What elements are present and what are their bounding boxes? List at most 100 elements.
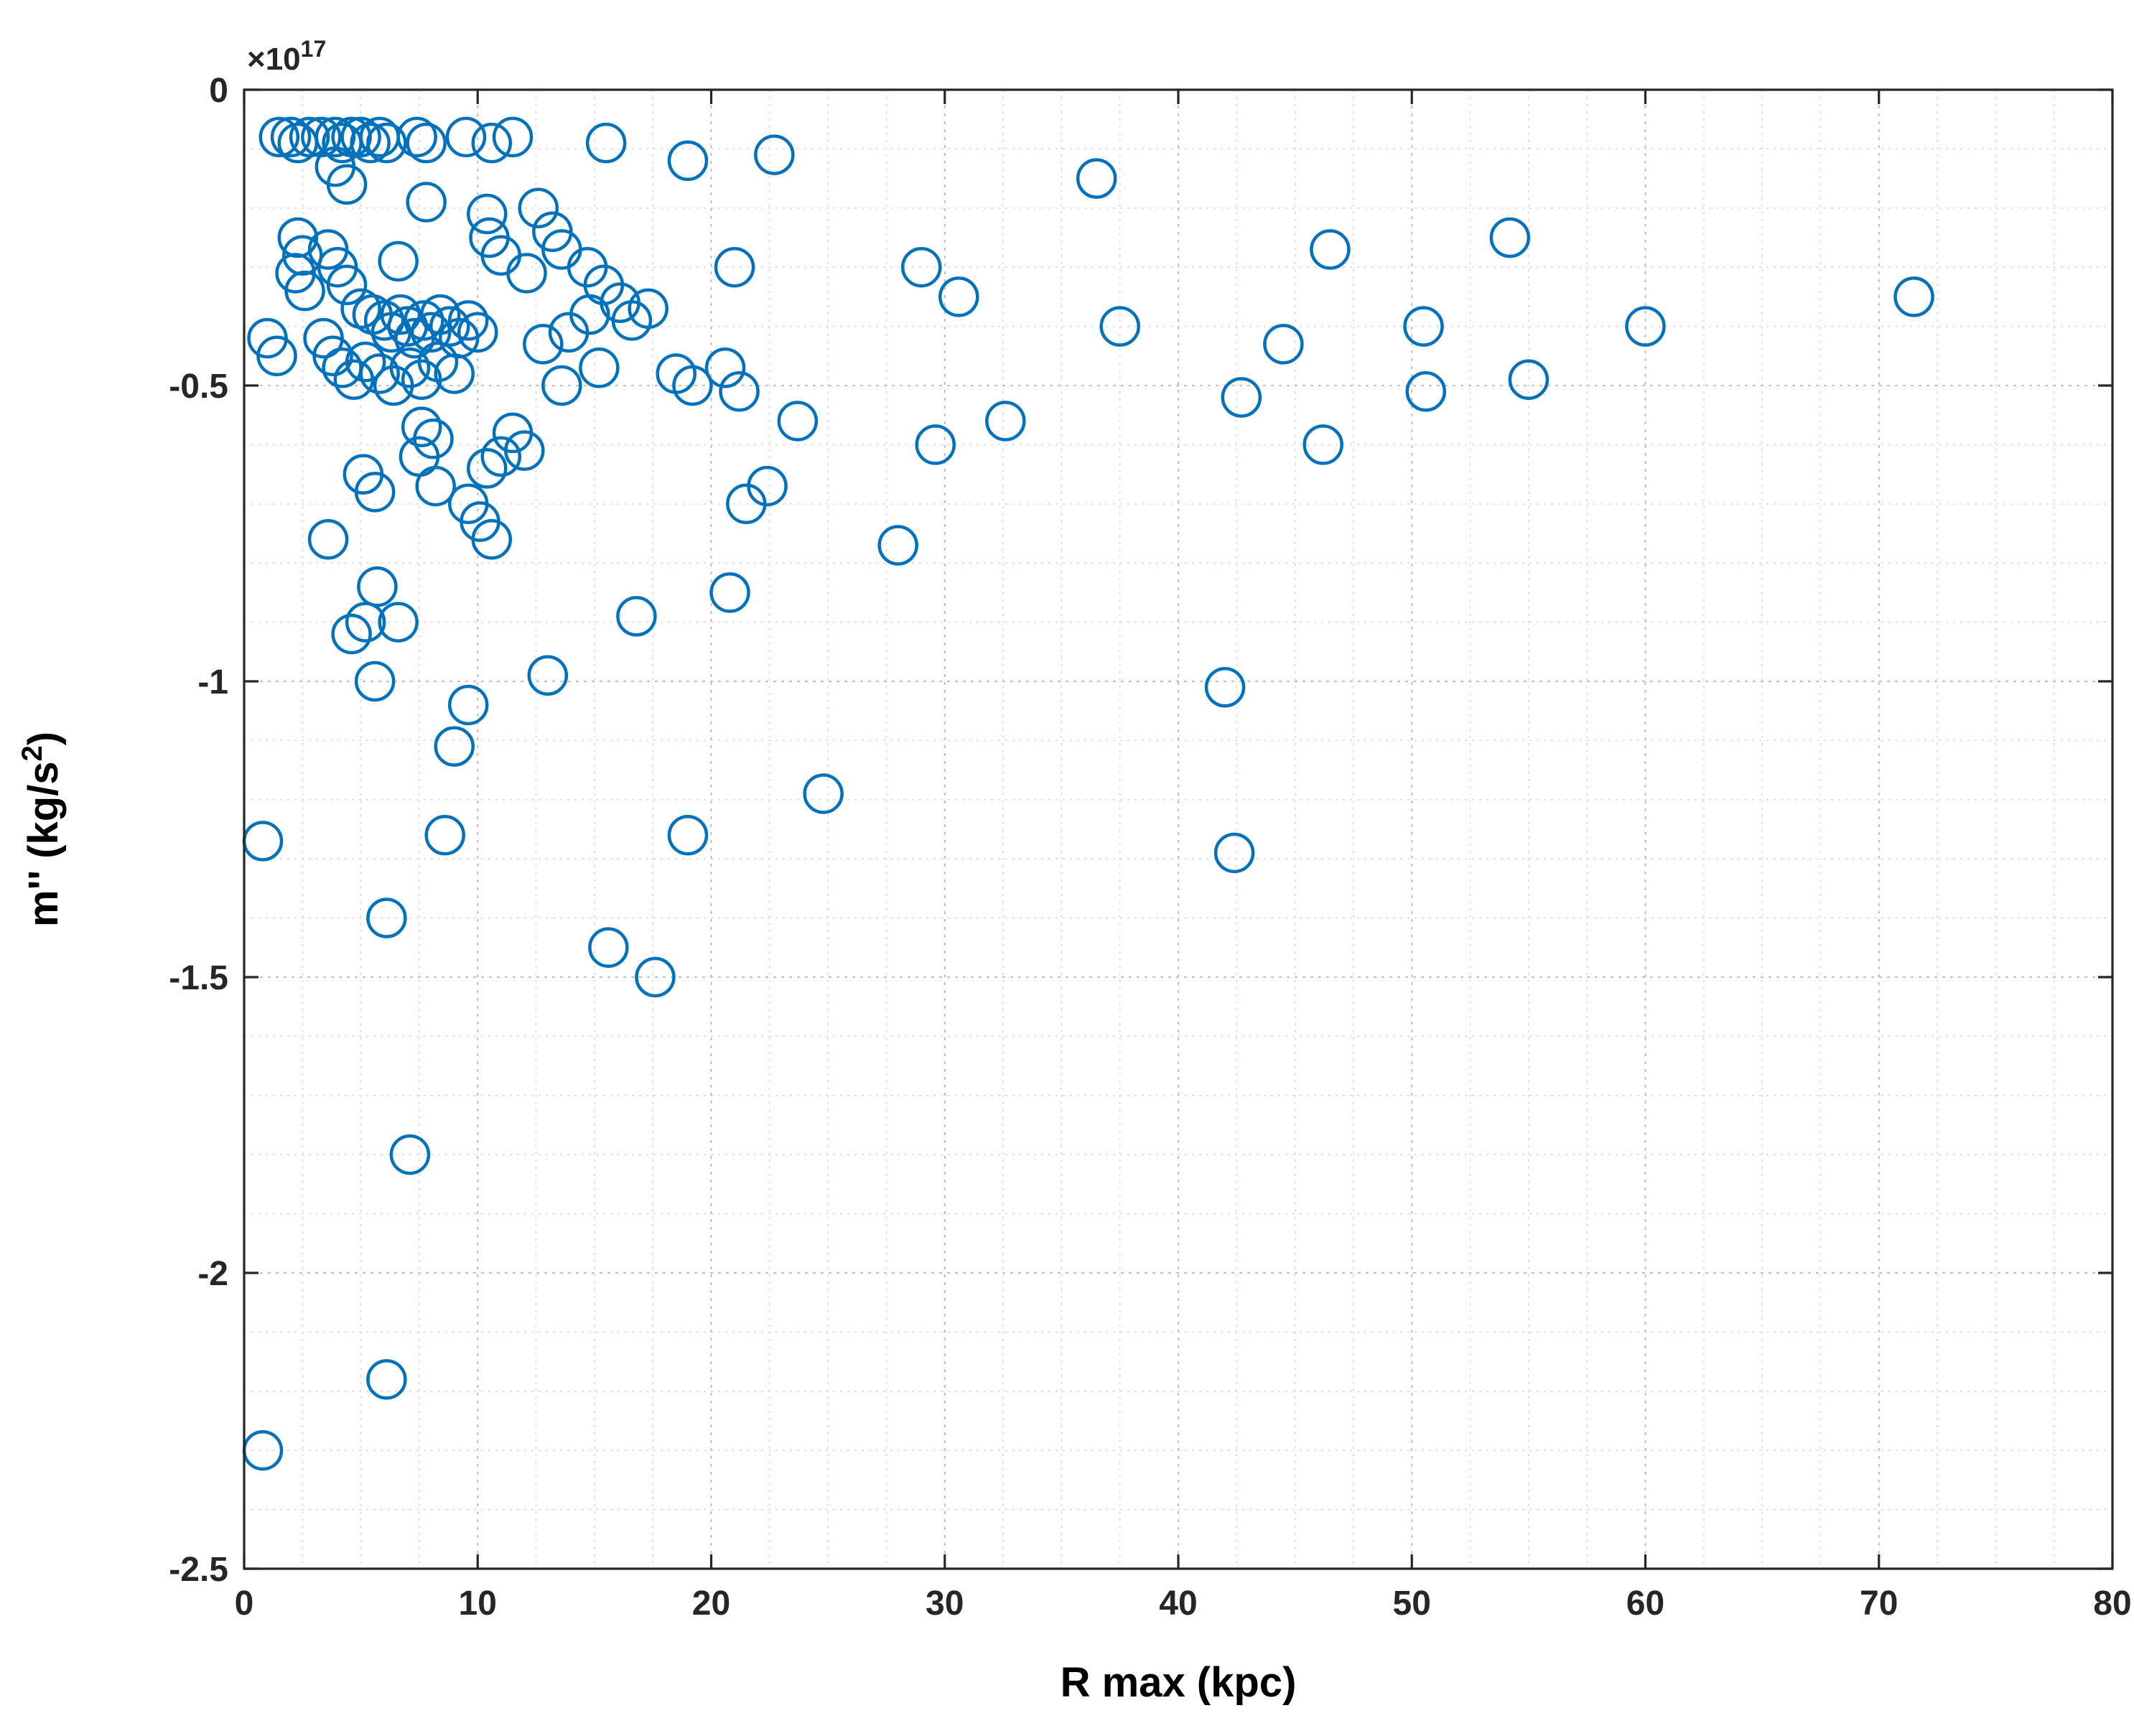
data-point (424, 814, 465, 856)
data-point (256, 335, 297, 377)
data-point (1489, 217, 1531, 258)
data-point (429, 306, 470, 347)
data-point (467, 448, 508, 489)
data-point (985, 401, 1026, 442)
data-point (326, 164, 368, 205)
x-tick-label: 80 (2093, 1585, 2131, 1623)
data-point (380, 294, 421, 335)
data-point (434, 726, 475, 767)
data-point (523, 324, 564, 365)
data-point (284, 270, 325, 312)
data-point (628, 288, 668, 330)
data-point (667, 814, 709, 856)
data-point (467, 193, 508, 235)
data-point (354, 661, 396, 702)
x-tick-label: 10 (459, 1585, 497, 1623)
data-point (404, 300, 444, 341)
data-point (585, 122, 627, 164)
x-tick-label: 50 (1393, 1585, 1431, 1623)
data-point (1310, 229, 1351, 270)
data-point (877, 525, 918, 566)
data-point (389, 347, 431, 388)
data-point (312, 335, 353, 377)
data-point (541, 365, 582, 406)
data-point (492, 116, 534, 158)
data-point (672, 365, 713, 406)
data-point (345, 602, 386, 643)
data-point (480, 436, 522, 477)
data-point (754, 134, 795, 175)
data-point (307, 518, 349, 560)
tick-marks (243, 88, 2114, 1570)
data-point (415, 465, 456, 507)
data-point (406, 122, 447, 164)
x-tick-label: 30 (926, 1585, 964, 1623)
data-point (471, 518, 513, 560)
data-point (289, 116, 330, 158)
data-point (504, 430, 545, 471)
y-axis-exponent-label: ×1017 (247, 36, 326, 77)
data-point (1405, 370, 1447, 412)
data-point (434, 353, 475, 394)
data-point (1263, 324, 1304, 365)
data-point (704, 347, 746, 388)
data-point (915, 424, 956, 465)
major-gridlines (244, 90, 2112, 1569)
data-point (457, 312, 498, 353)
data-point (1204, 666, 1246, 708)
y-tick-label: -0.5 (169, 368, 228, 406)
data-point (1099, 306, 1140, 347)
data-point (354, 472, 396, 513)
data-point (270, 116, 312, 158)
data-point (1213, 832, 1255, 874)
data-point (1076, 158, 1117, 199)
y-tick-label: -1.5 (169, 959, 228, 997)
y-tick-label: 0 (209, 72, 228, 110)
data-point (506, 253, 547, 294)
data-point (616, 596, 657, 637)
data-point (1303, 424, 1343, 465)
data-point (378, 241, 419, 282)
x-tick-label: 40 (1159, 1585, 1197, 1623)
data-point (900, 246, 942, 288)
data-point (471, 122, 513, 164)
data-point (340, 116, 381, 158)
data-point (527, 655, 569, 696)
data-point (396, 116, 437, 158)
data-point (277, 217, 319, 258)
data-point (747, 465, 788, 507)
data-point (366, 122, 407, 164)
data-point (938, 276, 979, 317)
x-tick-label: 70 (1860, 1585, 1898, 1623)
data-point (445, 116, 487, 158)
y-tick-label: -1 (197, 663, 228, 701)
data-point (709, 572, 750, 613)
data-point (366, 897, 407, 938)
data-point (714, 246, 755, 288)
data-point (357, 566, 398, 607)
data-point (777, 401, 819, 442)
data-point (378, 602, 419, 643)
y-tick-label: -2.5 (169, 1551, 228, 1589)
x-tick-label: 20 (692, 1585, 730, 1623)
data-point (447, 300, 489, 341)
data-point (588, 927, 629, 969)
data-point (579, 347, 620, 388)
data-point (803, 773, 844, 814)
data-point (1403, 306, 1444, 347)
data-point (258, 116, 300, 158)
data-point (635, 956, 676, 998)
data-point (366, 1359, 407, 1400)
y-tick-label: -2 (197, 1255, 228, 1293)
data-point (667, 140, 709, 182)
data-point (1893, 276, 1934, 317)
data-point (350, 122, 391, 164)
data-point (1221, 377, 1262, 418)
data-point (406, 182, 447, 223)
data-point (569, 294, 610, 335)
data-point (345, 341, 386, 383)
data-point (1508, 359, 1550, 401)
y-axis-label: m'' (kg/s2) (17, 732, 67, 927)
